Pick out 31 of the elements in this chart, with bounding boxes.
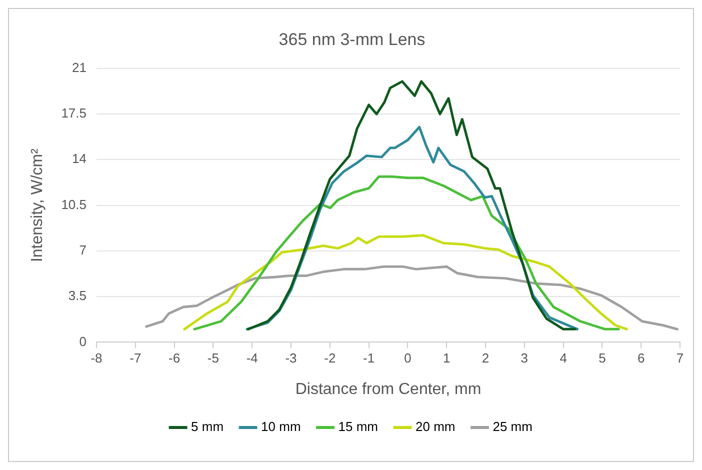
x-tick-label: -1 xyxy=(363,350,375,366)
y-axis-title: Intensity, W/cm² xyxy=(29,148,46,262)
x-axis-title: Distance from Center, mm xyxy=(295,380,482,398)
x-tick-label: 3 xyxy=(520,350,528,366)
x-tick-label: 7 xyxy=(676,350,684,366)
y-tick-label: 21 xyxy=(72,60,86,75)
x-tick-label: -7 xyxy=(130,350,142,366)
x-tick-label: 5 xyxy=(598,350,606,366)
x-tick-label: 4 xyxy=(560,350,567,366)
legend-label: 10 mm xyxy=(261,419,301,434)
x-tick-label: -3 xyxy=(285,350,297,366)
x-tick-label: 1 xyxy=(442,350,450,366)
legend-label: 15 mm xyxy=(338,419,378,434)
x-tick-label: 0 xyxy=(404,350,412,366)
legend-label: 25 mm xyxy=(492,419,532,434)
x-tick-label: 6 xyxy=(637,350,645,366)
y-tick-label: 10.5 xyxy=(61,196,86,212)
x-tick-label: -8 xyxy=(90,350,102,366)
y-tick-label: 17.5 xyxy=(61,106,86,121)
x-tick-label: -5 xyxy=(207,350,219,366)
x-tick-label: 2 xyxy=(482,350,490,366)
y-tick-label: 14 xyxy=(72,151,86,166)
x-tick-label: -4 xyxy=(246,350,258,366)
y-tick-label: 0 xyxy=(79,334,86,349)
legend-label: 20 mm xyxy=(416,419,456,434)
x-tick-label: -6 xyxy=(168,350,180,366)
y-tick-label: 3.5 xyxy=(68,288,86,304)
y-tick-label: 7 xyxy=(79,242,86,258)
chart-title: 365 nm 3-mm Lens xyxy=(278,30,426,49)
legend-label: 5 mm xyxy=(191,419,224,434)
x-tick-label: -2 xyxy=(324,350,336,366)
